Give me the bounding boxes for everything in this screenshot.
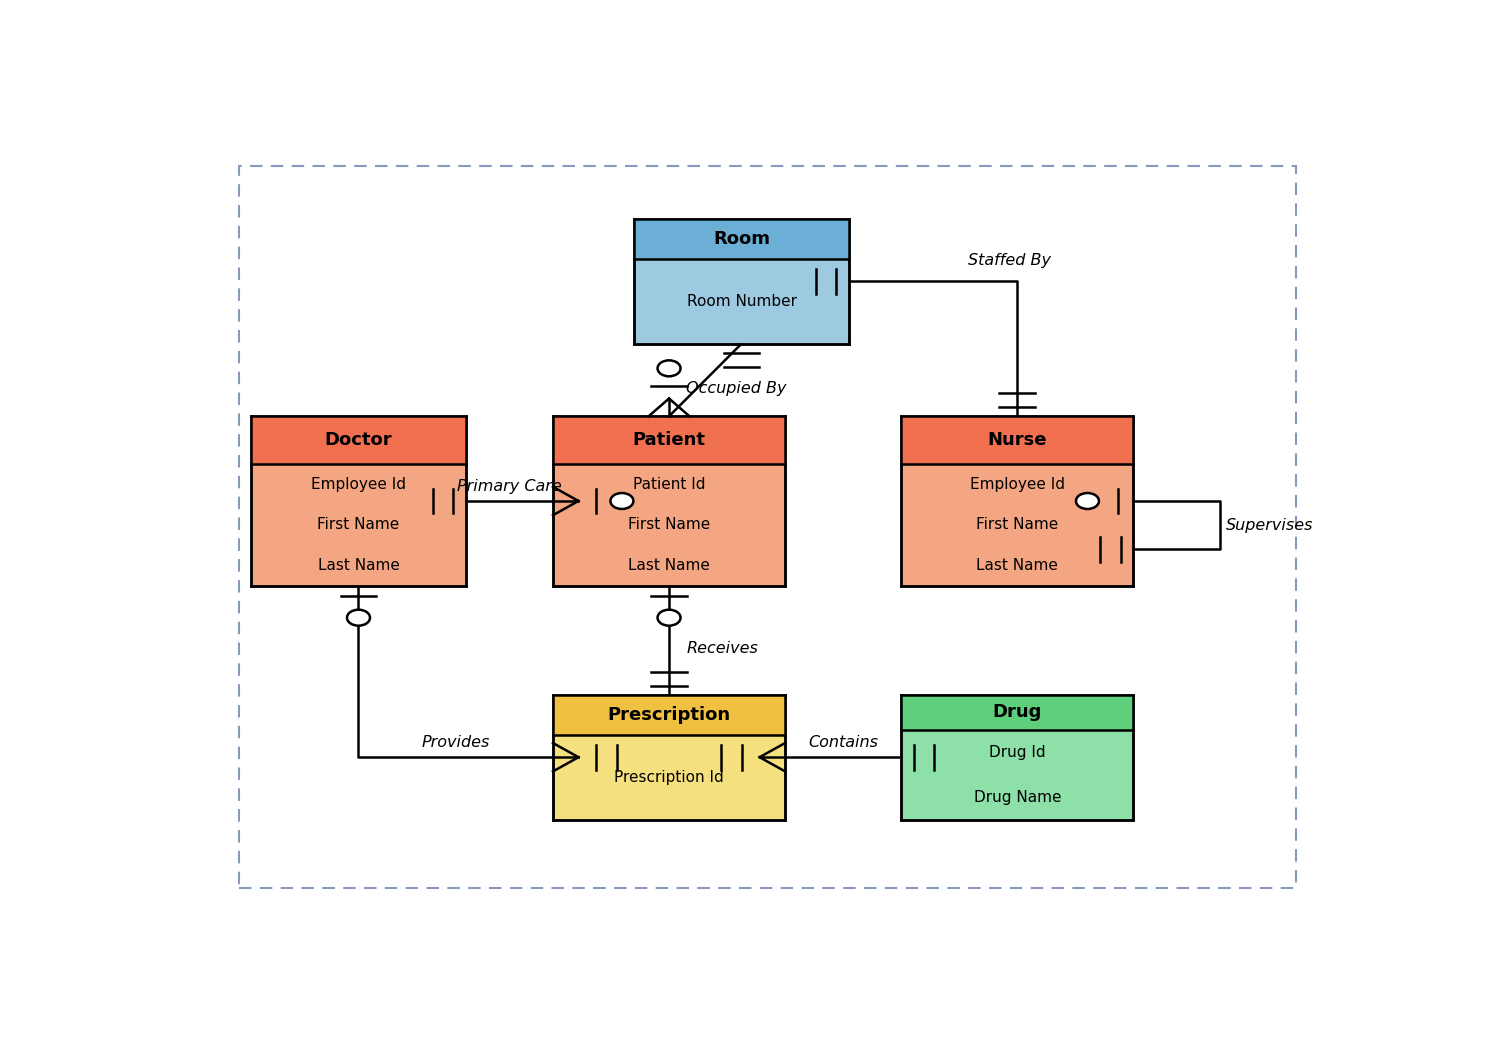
FancyBboxPatch shape	[902, 416, 1134, 586]
Text: Room Number: Room Number	[686, 293, 797, 308]
Text: Prescription Id: Prescription Id	[614, 769, 724, 785]
Text: Nurse: Nurse	[987, 431, 1047, 449]
Text: Primary Care: Primary Care	[457, 479, 562, 494]
FancyBboxPatch shape	[553, 695, 785, 735]
Circle shape	[610, 493, 634, 509]
FancyBboxPatch shape	[902, 695, 1134, 820]
Text: First Name: First Name	[977, 518, 1059, 532]
FancyBboxPatch shape	[252, 416, 466, 463]
Text: Employee Id: Employee Id	[969, 477, 1065, 492]
Text: Drug Id: Drug Id	[989, 745, 1046, 760]
Text: Provides: Provides	[421, 736, 490, 750]
FancyBboxPatch shape	[634, 219, 849, 259]
Text: First Name: First Name	[318, 518, 400, 532]
FancyBboxPatch shape	[902, 695, 1134, 729]
FancyBboxPatch shape	[553, 416, 785, 463]
Text: Occupied By: Occupied By	[686, 380, 786, 395]
FancyBboxPatch shape	[252, 416, 466, 586]
Text: First Name: First Name	[628, 518, 710, 532]
FancyBboxPatch shape	[553, 695, 785, 820]
Bar	[240, 166, 1296, 889]
FancyBboxPatch shape	[634, 219, 849, 344]
Text: Last Name: Last Name	[628, 558, 710, 573]
Text: Staffed By: Staffed By	[968, 254, 1052, 268]
Text: Patient: Patient	[632, 431, 706, 449]
Text: Room: Room	[713, 230, 770, 247]
Circle shape	[348, 610, 370, 626]
FancyBboxPatch shape	[902, 416, 1134, 463]
Text: Doctor: Doctor	[325, 431, 392, 449]
Text: Drug Name: Drug Name	[974, 790, 1061, 805]
Text: Prescription: Prescription	[608, 705, 731, 724]
Text: Supervises: Supervises	[1227, 518, 1314, 532]
Text: Receives: Receives	[686, 640, 758, 656]
Circle shape	[658, 361, 680, 376]
Circle shape	[658, 610, 680, 626]
Text: Drug: Drug	[993, 703, 1043, 721]
Text: Patient Id: Patient Id	[632, 477, 706, 492]
Text: Contains: Contains	[809, 736, 878, 750]
Text: Last Name: Last Name	[318, 558, 400, 573]
Text: Employee Id: Employee Id	[312, 477, 406, 492]
FancyBboxPatch shape	[553, 416, 785, 586]
Text: Last Name: Last Name	[977, 558, 1058, 573]
Circle shape	[1076, 493, 1100, 509]
